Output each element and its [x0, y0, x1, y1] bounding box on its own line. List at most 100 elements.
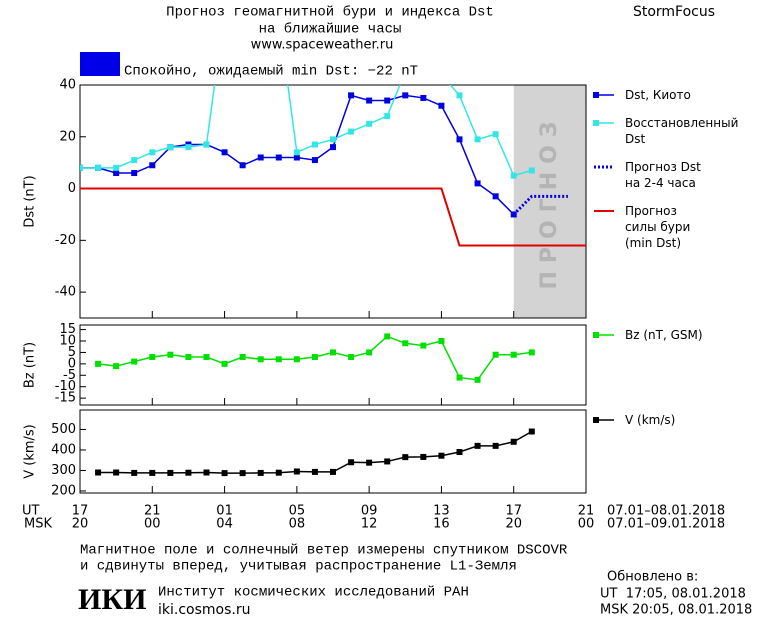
marker — [330, 349, 336, 356]
legend-label: V (km/s) — [625, 413, 675, 427]
marker — [348, 354, 355, 360]
marker — [113, 164, 120, 171]
marker — [131, 358, 138, 365]
frame — [79, 409, 587, 494]
ut-range: 07.01–08.01.2018 — [607, 504, 725, 519]
y-tick-label: 40 — [59, 78, 76, 93]
marker — [492, 193, 499, 200]
marker — [257, 469, 264, 476]
marker — [384, 333, 391, 340]
marker — [366, 459, 373, 466]
marker — [257, 154, 264, 161]
legend-marker — [593, 332, 599, 338]
marker — [203, 354, 210, 360]
marker — [402, 92, 409, 99]
legend-label: Прогноз Dst на 2-4 часа — [625, 160, 701, 190]
series-line — [512, 194, 568, 216]
marker — [221, 149, 228, 156]
msk-range: 07.01–09.01.2018 — [607, 517, 725, 532]
marker — [420, 94, 427, 101]
marker — [311, 157, 318, 164]
site: www.spaceweather.ru — [251, 38, 394, 53]
note: Магнитное поле и солнечный ветер измерен… — [80, 542, 568, 559]
msk-tick-label: 08 — [289, 517, 306, 532]
marker — [95, 164, 102, 171]
marker — [510, 172, 517, 179]
note: и сдвинуты вперед, учитывая распростране… — [80, 559, 517, 575]
marker — [149, 149, 156, 156]
legend-label: Восстановленный Dst — [625, 116, 738, 146]
marker — [113, 469, 120, 476]
y-tick-label: 200 — [51, 483, 76, 498]
marker — [203, 141, 210, 148]
marker — [438, 102, 445, 109]
marker — [293, 468, 300, 475]
marker — [474, 442, 481, 449]
y-tick-label: 400 — [51, 442, 76, 457]
marker — [167, 351, 174, 358]
y-tick-label: 5 — [68, 345, 76, 360]
updated: MSK 20:05, 08.01.2018 — [600, 603, 752, 618]
marker — [456, 92, 463, 99]
marker — [474, 376, 481, 383]
marker — [348, 92, 355, 99]
marker — [80, 164, 83, 171]
y-axis-label: Dst (nT) — [23, 175, 38, 227]
marker — [384, 458, 391, 465]
marker — [293, 154, 300, 161]
legend-marker — [593, 417, 599, 423]
y-tick-label: 10 — [59, 334, 76, 349]
ut-tick-label: 17 — [72, 504, 89, 519]
marker — [492, 131, 499, 138]
marker — [275, 356, 282, 363]
ut-tick-label: 13 — [433, 504, 450, 519]
y-axis-label: V (km/s) — [23, 424, 38, 479]
marker — [257, 356, 264, 363]
y-tick-label: -20 — [55, 233, 76, 248]
marker — [330, 136, 336, 143]
y-tick-label: 0 — [68, 181, 76, 196]
marker — [492, 351, 499, 358]
plot-area — [95, 333, 535, 383]
msk-tick-label: 04 — [216, 517, 233, 532]
marker — [438, 338, 445, 344]
marker — [221, 360, 228, 367]
marker — [131, 469, 138, 476]
series-line — [80, 187, 586, 247]
msk-tick-label: 16 — [433, 517, 450, 532]
marker — [239, 162, 246, 169]
marker — [384, 113, 391, 120]
marker — [293, 149, 300, 156]
series-line — [98, 430, 533, 474]
marker — [366, 349, 373, 356]
y-tick-label: -10 — [55, 379, 76, 394]
marker — [456, 374, 463, 381]
marker — [221, 470, 228, 477]
marker — [311, 141, 318, 148]
marker — [149, 469, 156, 476]
marker — [149, 354, 156, 360]
marker — [384, 97, 391, 104]
marker — [131, 170, 138, 177]
series-line — [80, 85, 532, 177]
ut-label: UT — [22, 504, 40, 519]
url: iki.cosmos.ru — [158, 602, 250, 618]
y-tick-label: 20 — [59, 129, 76, 144]
marker — [510, 351, 517, 358]
y-tick-label: 500 — [51, 422, 76, 437]
plot-area — [80, 85, 586, 247]
marker — [149, 162, 156, 169]
msk-label: MSK — [24, 517, 52, 532]
marker — [239, 354, 246, 360]
institute: Институт космических исследований РАН — [158, 584, 469, 601]
marker — [185, 469, 192, 476]
y-tick-label: 300 — [51, 463, 76, 478]
marker — [456, 449, 463, 456]
marker — [330, 144, 336, 151]
marker — [474, 136, 481, 143]
frame — [79, 324, 587, 406]
legend-label: Прогноз силы бури (min Dst) — [625, 204, 690, 250]
marker — [402, 340, 409, 347]
ut-tick-label: 05 — [289, 504, 306, 519]
msk-tick-label: 12 — [361, 517, 378, 532]
